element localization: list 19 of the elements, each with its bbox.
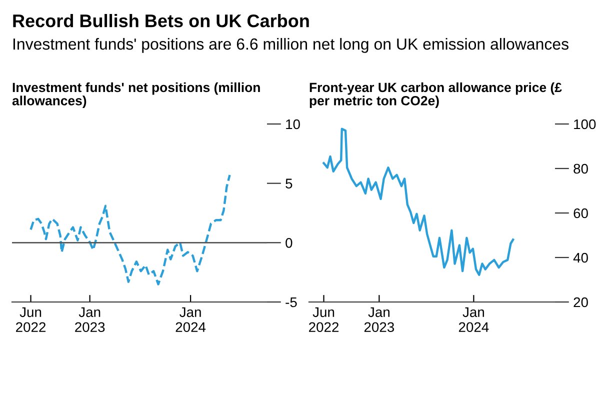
chart-subtitle: Investment funds' positions are 6.6 million net long on UK emission allowances <box>13 38 568 53</box>
y-axis-title: Investment funds' net positions (million allowances) <box>12 82 260 108</box>
y-tick-label: 40 <box>573 252 588 263</box>
y-tick-label: -5 <box>286 297 297 308</box>
y-tick-label: 80 <box>574 164 588 174</box>
x-tick-label: Jan 2023 <box>75 307 105 332</box>
y-tick-label: 100 <box>574 119 596 130</box>
x-tick-label: Jun 2022 <box>16 307 46 332</box>
y-tick-label: 20 <box>574 297 588 308</box>
y-tick-label: 5 <box>286 178 292 189</box>
y-axis-title: Front-year UK carbon allowance price (£ per metric ton CO2e) <box>310 82 562 108</box>
x-tick-label: Jan 2024 <box>176 307 206 332</box>
x-tick-label: Jan 2024 <box>458 307 489 332</box>
y-tick-label: 10 <box>286 119 300 130</box>
chart-title: Record Bullish Bets on UK Carbon <box>13 14 309 28</box>
x-tick-label: Jun 2022 <box>309 307 339 332</box>
x-tick-label: Jan 2023 <box>364 307 394 332</box>
y-tick-label: 60 <box>574 208 588 218</box>
y-tick-label: 0 <box>286 238 292 248</box>
